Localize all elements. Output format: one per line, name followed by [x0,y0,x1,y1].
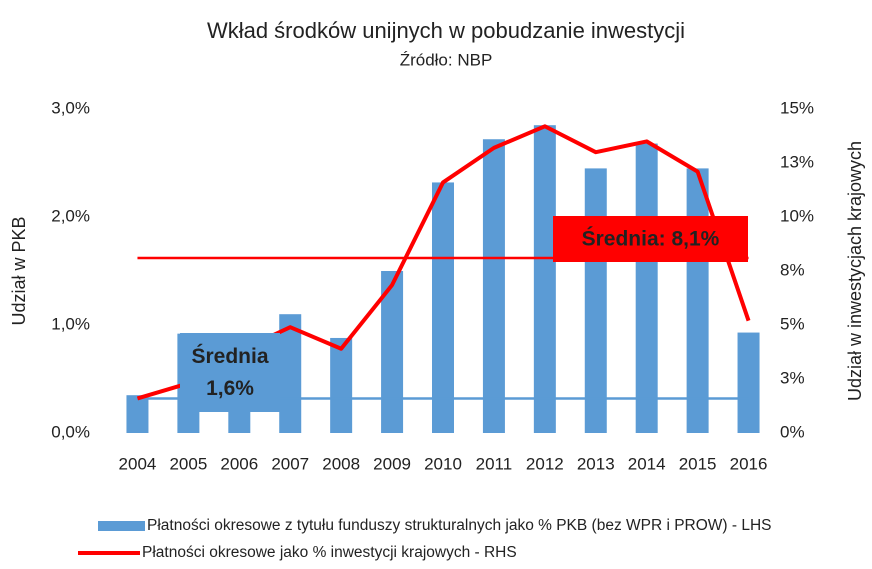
x-tick-label: 2012 [526,454,564,473]
annotation-label: Średnia: 8,1% [582,227,720,251]
x-tick-label: 2007 [271,454,309,473]
x-tick-label: 2016 [730,454,768,473]
y2-tick-label: 8% [780,260,805,279]
legend-label: Płatności okresowe jako % inwestycji kra… [142,544,517,561]
y2-tick-label: 3% [780,368,805,387]
bar [126,395,149,433]
bar [482,139,505,434]
x-tick-label: 2006 [220,454,258,473]
annotation-box [553,216,748,262]
y-tick-label: 3,0% [51,98,90,117]
y-tick-label: 1,0% [51,314,90,333]
y-tick-label: 2,0% [51,206,90,225]
x-tick-label: 2009 [373,454,411,473]
chart-subtitle: Źródło: NBP [400,50,493,69]
x-tick-label: 2005 [169,454,207,473]
y2-tick-label: 5% [780,314,805,333]
chart-title: Wkład środków unijnych w pobudzanie inwe… [207,18,685,43]
legend-swatch [98,521,145,531]
x-tick-label: 2013 [577,454,615,473]
y-axis-label: Udział w PKB [9,216,29,325]
bar [635,143,658,433]
y2-tick-label: 15% [780,98,814,117]
y2-tick-label: 0% [780,422,805,441]
bar [737,332,760,433]
y-tick-label: 0,0% [51,422,90,441]
annotation-label: Średnia [191,344,268,368]
annotation-label: 1,6% [206,377,254,400]
x-tick-label: 2004 [119,454,157,473]
x-tick-label: 2011 [476,454,513,473]
bar [584,168,607,433]
y2-tick-label: 13% [780,152,814,171]
bar [279,314,302,433]
x-tick-label: 2008 [322,454,360,473]
y2-axis-label: Udział w inwestycjach krajowych [845,141,865,401]
bar [533,125,556,433]
bar [330,337,353,433]
bar [686,168,709,433]
x-tick-label: 2010 [424,454,462,473]
legend-label: Płatności okresowe z tytułu funduszy str… [147,517,772,534]
bar [381,271,404,433]
bar [432,182,454,433]
annotation-box [180,333,280,412]
y2-tick-label: 10% [780,206,814,225]
x-tick-label: 2015 [679,454,717,473]
x-tick-label: 2014 [628,454,666,473]
